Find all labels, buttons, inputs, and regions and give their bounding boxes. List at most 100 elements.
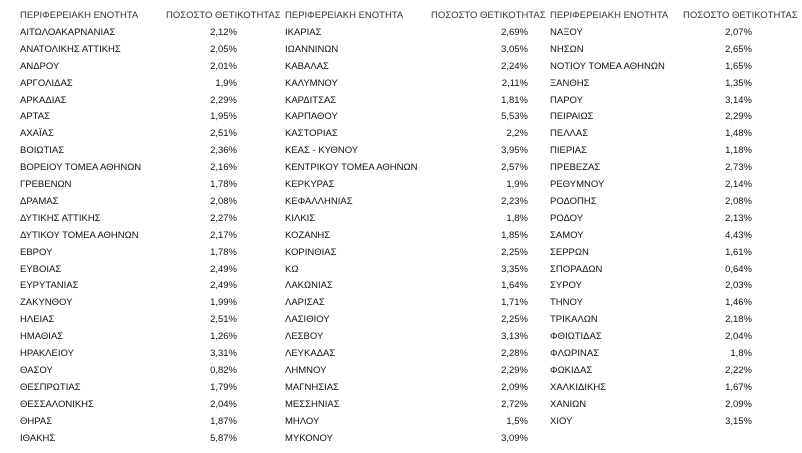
positivity-rate: 1,8% xyxy=(730,348,752,359)
region-name: ΣΕΡΡΩΝ xyxy=(550,246,589,258)
region-name: ΙΚΑΡΙΑΣ xyxy=(285,26,322,38)
region-name: ΑΝΔΡΟΥ xyxy=(20,60,60,72)
positivity-rate: 2,29% xyxy=(501,364,528,376)
region-name: ΠΑΡΟΥ xyxy=(550,94,583,106)
region-name: ΣΑΜΟΥ xyxy=(550,229,584,241)
region-name: ΚΑΡΔΙΤΣΑΣ xyxy=(285,94,337,106)
region-name: ΛΕΣΒΟΥ xyxy=(285,331,324,343)
region-name: ΛΑΚΩΝΙΑΣ xyxy=(285,280,333,292)
positivity-rate: 4,43% xyxy=(725,229,752,241)
region-name: ΘΑΣΟΥ xyxy=(20,364,53,376)
region-name: ΤΡΙΚΑΛΩΝ xyxy=(550,314,598,326)
region-name: ΑΡΓΟΛΙΔΑΣ xyxy=(20,77,73,89)
region-name: ΕΒΡΟΥ xyxy=(20,246,53,258)
positivity-rate: 2,29% xyxy=(210,94,237,106)
region-name: ΠΡΕΒΕΖΑΣ xyxy=(550,162,601,174)
region-name: ΝΗΣΩΝ xyxy=(550,43,584,55)
positivity-rate: 1,85% xyxy=(501,229,528,241)
positivity-rate: 2,17% xyxy=(210,229,237,241)
positivity-rate: 1,61% xyxy=(725,246,752,258)
region-name: ΡΟΔΟΠΗΣ xyxy=(550,195,597,207)
region-name: ΠΙΕΡΙΑΣ xyxy=(550,145,588,157)
positivity-rate: 2,08% xyxy=(210,195,237,207)
positivity-rate: 3,05% xyxy=(501,43,528,55)
positivity-rate: 1,71% xyxy=(501,297,528,309)
region-name: ΚΑΒΑΛΑΣ xyxy=(285,60,329,72)
positivity-rate: 2,18% xyxy=(725,314,752,326)
region-name: ΙΩΑΝΝΙΝΩΝ xyxy=(285,43,339,55)
region-name: ΗΛΕΙΑΣ xyxy=(20,314,55,326)
region-name: ΜΥΚΟΝΟΥ xyxy=(285,432,333,444)
positivity-rate: 2,16% xyxy=(210,162,237,174)
positivity-rate: 2,25% xyxy=(501,314,528,326)
region-name: ΝΑΞΟΥ xyxy=(550,26,583,38)
region-name: ΝΟΤΙΟΥ ΤΟΜΕΑ ΑΘΗΝΩΝ xyxy=(550,60,665,72)
region-name: ΣΥΡΟΥ xyxy=(550,280,582,292)
positivity-rate: 0,64% xyxy=(725,263,752,275)
positivity-rate: 2,01% xyxy=(210,60,237,72)
region-name: ΠΕΛΛΑΣ xyxy=(550,128,589,140)
positivity-rate: 1,95% xyxy=(210,111,237,123)
region-name: ΚΑΡΠΑΘΟΥ xyxy=(285,111,338,123)
region-name: ΧΙΟΥ xyxy=(550,415,573,427)
positivity-rate: 2,73% xyxy=(725,162,752,174)
region-name: ΜΗΛΟΥ xyxy=(285,415,320,427)
region-name: ΧΑΛΚΙΔΙΚΗΣ xyxy=(550,381,607,393)
region-name: ΚΕΝΤΡΙΚΟΥ ΤΟΜΕΑ ΑΘΗΝΩΝ xyxy=(285,162,418,174)
positivity-rate: 1,18% xyxy=(725,145,752,157)
region-name: ΒΟΙΩΤΙΑΣ xyxy=(20,145,65,157)
positivity-rate: 2,49% xyxy=(210,263,237,275)
positivity-rate: 2,51% xyxy=(210,314,237,326)
column-header: ΠΕΡΙΦΕΡΕΙΑΚΗ ΕΝΟΤΗΤΑ xyxy=(550,10,669,21)
region-name: ΠΕΙΡΑΙΩΣ xyxy=(550,111,594,123)
positivity-rate: 1,26% xyxy=(210,331,237,343)
region-name: ΚΑΣΤΟΡΙΑΣ xyxy=(285,128,338,140)
region-name: ΙΘΑΚΗΣ xyxy=(20,432,56,444)
region-name: ΧΑΝΙΩΝ xyxy=(550,398,587,410)
positivity-rate: 3,31% xyxy=(210,348,237,359)
region-name: ΣΠΟΡΑΔΩΝ xyxy=(550,263,603,275)
positivity-rate: 5,87% xyxy=(210,432,237,444)
positivity-rate: 2,36% xyxy=(210,145,237,157)
positivity-rate: 2,65% xyxy=(725,43,752,55)
region-name: ΜΕΣΣΗΝΙΑΣ xyxy=(285,398,340,410)
region-name: ΚΟΡΙΝΘΙΑΣ xyxy=(285,246,337,258)
positivity-rate: 3,14% xyxy=(725,94,752,106)
positivity-rate: 2,13% xyxy=(725,212,752,224)
region-name: ΚΩ xyxy=(285,263,299,275)
region-name: ΑΡΤΑΣ xyxy=(20,111,50,123)
column-header: ΠΟΣΟΣΤΟ ΘΕΤΙΚΟΤΗΤΑΣ xyxy=(431,10,546,21)
positivity-rate: 1,67% xyxy=(725,381,752,393)
positivity-rate: 2,29% xyxy=(725,111,752,123)
positivity-rate: 3,09% xyxy=(501,432,528,444)
region-name: ΛΑΣΙΘΙΟΥ xyxy=(285,314,330,326)
positivity-rate: 1,46% xyxy=(725,297,752,309)
positivity-rate: 2,69% xyxy=(501,26,528,38)
region-name: ΘΗΡΑΣ xyxy=(20,415,53,427)
region-name: ΖΑΚΥΝΘΟΥ xyxy=(20,297,73,309)
region-name: ΜΑΓΝΗΣΙΑΣ xyxy=(285,381,339,393)
positivity-rate: 2,11% xyxy=(501,77,528,89)
region-name: ΤΗΝΟΥ xyxy=(550,297,583,309)
region-name: ΑΧΑΪΑΣ xyxy=(20,128,54,140)
positivity-rate: 1,5% xyxy=(506,415,528,427)
positivity-rate: 2,24% xyxy=(501,60,528,72)
positivity-rate: 2,09% xyxy=(501,381,528,393)
positivity-rate: 1,64% xyxy=(501,280,528,292)
positivity-rate: 2,04% xyxy=(725,331,752,343)
region-name: ΦΩΚΙΔΑΣ xyxy=(550,364,593,376)
positivity-rate: 1,65% xyxy=(725,60,752,72)
positivity-rate: 2,07% xyxy=(725,26,752,38)
column-header: ΠΟΣΟΣΤΟ ΘΕΤΙΚΟΤΗΤΑΣ xyxy=(683,10,798,21)
region-name: ΦΛΩΡΙΝΑΣ xyxy=(550,348,600,359)
positivity-rate: 3,95% xyxy=(501,145,528,157)
positivity-rate: 2,22% xyxy=(725,364,752,376)
region-name: ΑΙΤΩΛΟΑΚΑΡΝΑΝΙΑΣ xyxy=(20,26,116,38)
region-name: ΚΟΖΑΝΗΣ xyxy=(285,229,331,241)
region-name: ΑΝΑΤΟΛΙΚΗΣ ΑΤΤΙΚΗΣ xyxy=(20,43,121,55)
positivity-rate: 3,15% xyxy=(725,415,752,427)
positivity-rate: 1,35% xyxy=(725,77,752,89)
positivity-rate: 1,79% xyxy=(210,381,237,393)
region-name: ΓΡΕΒΕΝΩΝ xyxy=(20,179,72,190)
